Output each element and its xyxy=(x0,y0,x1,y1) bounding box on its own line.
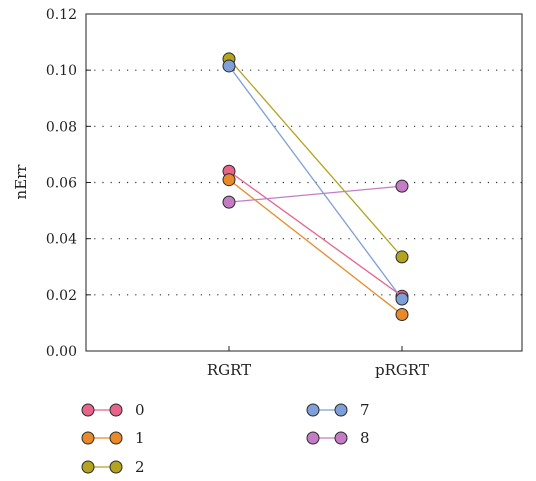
legend-item: 1 xyxy=(81,429,145,447)
legend-item: 7 xyxy=(306,401,370,419)
legend-label: 7 xyxy=(360,401,370,419)
series-lines xyxy=(222,52,409,321)
x-axis: RGRT pRGRT xyxy=(207,346,429,379)
legend-marker xyxy=(81,460,95,474)
y-tick-label: 0.02 xyxy=(46,288,77,304)
series-8 xyxy=(222,179,409,209)
legend: 0 1 2 7 8 xyxy=(81,401,370,476)
y-tick-label: 0.00 xyxy=(46,344,77,360)
gridlines xyxy=(86,69,522,296)
legend-label: 8 xyxy=(360,429,370,447)
x-tick-label: RGRT xyxy=(207,361,251,379)
data-point xyxy=(222,195,236,209)
data-point xyxy=(395,292,409,306)
legend-marker xyxy=(81,403,95,417)
plot-frame xyxy=(85,13,523,352)
data-point xyxy=(222,59,236,73)
legend-marker xyxy=(81,431,95,445)
legend-item: 2 xyxy=(81,458,145,476)
series-line xyxy=(228,65,403,300)
y-axis-label: nErr xyxy=(12,164,30,200)
series-line xyxy=(228,185,403,203)
data-point xyxy=(395,307,409,321)
legend-marker xyxy=(334,403,348,417)
legend-label: 1 xyxy=(135,429,145,447)
legend-marker xyxy=(109,431,123,445)
data-point xyxy=(222,173,236,187)
y-tick-label: 0.04 xyxy=(46,232,77,248)
y-axis: 0.00 0.02 0.04 0.06 0.08 0.10 0.12 xyxy=(46,7,91,360)
legend-item: 8 xyxy=(306,429,370,447)
series-0 xyxy=(222,164,409,303)
legend-label: 0 xyxy=(135,401,145,419)
y-tick-label: 0.12 xyxy=(46,7,77,23)
y-tick-label: 0.06 xyxy=(46,176,77,192)
series-2 xyxy=(222,52,409,264)
series-line xyxy=(228,170,403,297)
data-point xyxy=(395,179,409,193)
legend-marker xyxy=(109,460,123,474)
x-tick-label: pRGRT xyxy=(375,361,429,379)
y-tick-label: 0.08 xyxy=(46,119,77,135)
legend-marker xyxy=(306,403,320,417)
legend-label: 2 xyxy=(135,458,145,476)
series-line xyxy=(228,58,403,258)
legend-marker xyxy=(109,403,123,417)
series-1 xyxy=(222,173,409,321)
legend-marker xyxy=(334,431,348,445)
series-line xyxy=(228,179,403,316)
data-point xyxy=(395,250,409,264)
y-tick-label: 0.10 xyxy=(46,63,77,79)
series-7 xyxy=(222,59,409,306)
legend-item: 0 xyxy=(81,401,145,419)
legend-marker xyxy=(306,431,320,445)
